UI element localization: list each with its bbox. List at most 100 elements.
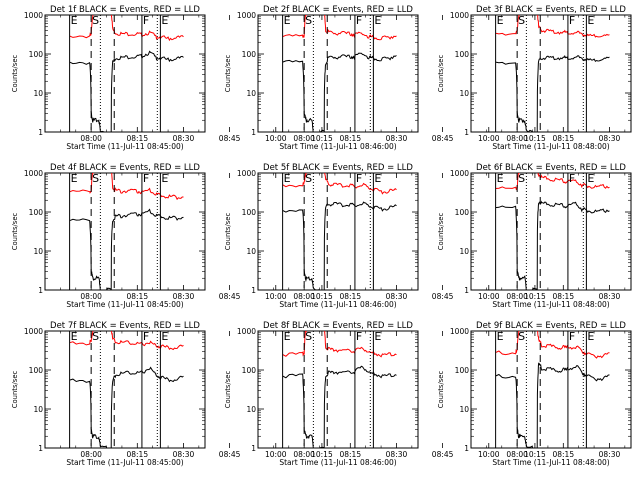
marker-label: F <box>569 330 575 343</box>
panel-2: Det 2f BLACK = Events, RED = LLD 1 10 100 10… <box>224 5 546 151</box>
marker-label: S <box>305 330 312 343</box>
x-tick-label: 08:30 <box>386 292 408 301</box>
marker-label: E <box>374 172 381 185</box>
series-line-events <box>495 362 610 448</box>
y-tick-label: 1000 <box>450 11 469 20</box>
marker-label: F <box>569 14 575 27</box>
marker-label: S <box>92 330 99 343</box>
x-tick-label: 08:00 <box>293 292 315 301</box>
y-tick-label: 1000 <box>24 11 43 20</box>
marker-label: E <box>497 14 504 27</box>
series-line-lld <box>69 173 184 201</box>
y-tick-label: 1000 <box>450 327 469 336</box>
x-tick-label: 08:30 <box>599 450 621 459</box>
marker-label: S <box>518 330 525 343</box>
series-line-events <box>282 365 397 448</box>
plot-frame <box>470 330 632 449</box>
y-tick-label: 1 <box>251 286 256 295</box>
plot-frame <box>257 330 419 449</box>
y-axis-label: Counts/sec <box>437 213 445 251</box>
marker-label: E <box>71 14 78 27</box>
x-tick-label: 10:00 <box>478 292 500 301</box>
marker-label: E <box>374 14 381 27</box>
y-tick-label: 1 <box>38 286 43 295</box>
y-tick-label: 1 <box>251 128 256 137</box>
panel-title: Det 4f BLACK = Events, RED = LLD <box>50 163 200 173</box>
x-tick-label: 08:30 <box>599 134 621 143</box>
panel-title: Det 9f BLACK = Events, RED = LLD <box>476 321 626 331</box>
plot-frame <box>470 14 632 133</box>
y-tick-label: 1000 <box>237 11 256 20</box>
panel-title: Det 1f BLACK = Events, RED = LLD <box>50 5 200 15</box>
plot-frame <box>44 330 206 449</box>
x-tick-label: 08:45 <box>432 450 454 459</box>
x-tick-label: 08:45 <box>432 292 454 301</box>
series-group <box>282 15 397 132</box>
marker-label: F <box>356 14 362 27</box>
plot-frame <box>470 172 632 291</box>
series-group <box>495 173 610 290</box>
x-tick-label: 08:30 <box>386 134 408 143</box>
marker-label: E <box>161 172 168 185</box>
y-tick-label: 10 <box>246 247 256 256</box>
x-tick-label: 10:00 <box>265 450 287 459</box>
marker-label: F <box>143 330 149 343</box>
series-line-events <box>69 208 184 290</box>
x-tick-label: 08:00 <box>506 134 528 143</box>
y-tick-label: 10 <box>459 247 469 256</box>
y-tick-label: 100 <box>29 208 44 217</box>
y-tick-label: 100 <box>29 366 44 375</box>
x-tick-label: 08:00 <box>80 450 102 459</box>
series-group <box>69 15 184 132</box>
x-tick-label: 08:30 <box>173 450 195 459</box>
panel-8: Det 8f BLACK = Events, RED = LLD11010010… <box>224 321 546 467</box>
y-tick-label: 1 <box>251 444 256 453</box>
y-axis-label: Counts/sec <box>224 55 232 93</box>
series-line-lld <box>495 173 610 191</box>
panel-4: Det 4f BLACK = Events, RED = LLD11010010… <box>11 163 333 309</box>
x-tick-label: 10:00 <box>478 450 500 459</box>
y-tick-label: 10 <box>246 89 256 98</box>
y-axis-label: Counts/sec <box>11 213 19 251</box>
series-line-events <box>69 366 184 448</box>
y-tick-label: 10 <box>246 405 256 414</box>
y-tick-label: 100 <box>242 208 257 217</box>
marker-label: F <box>143 14 149 27</box>
x-tick-label: 08:45 <box>219 292 241 301</box>
panel-title: Det 7f BLACK = Events, RED = LLD <box>50 321 200 331</box>
marker-label: E <box>587 14 594 27</box>
x-tick-label: 08:45 <box>432 134 454 143</box>
y-tick-label: 100 <box>455 208 470 217</box>
x-tick-label: 08:30 <box>386 450 408 459</box>
x-axis-label: Start Time (11-Jul-11 08:45:00) <box>66 142 183 151</box>
y-tick-label: 100 <box>455 50 470 59</box>
x-tick-label: 08:30 <box>173 292 195 301</box>
y-axis-label: Counts/sec <box>11 371 19 409</box>
y-tick-label: 1000 <box>24 327 43 336</box>
series-group <box>69 331 184 448</box>
x-tick-label: 08:00 <box>506 450 528 459</box>
marker-label: E <box>587 172 594 185</box>
y-tick-label: 1 <box>464 444 469 453</box>
y-tick-label: 10 <box>459 405 469 414</box>
x-axis-label: Start Time (11-Jul-11 08:45:00) <box>66 458 183 467</box>
x-tick-label: 08:15 <box>552 450 574 459</box>
marker-label: E <box>161 330 168 343</box>
panel-title: Det 2f BLACK = Events, RED = LLD <box>263 5 413 15</box>
series-line-lld <box>282 173 397 195</box>
y-tick-label: 1 <box>38 128 43 137</box>
x-axis-label: Start Time (11-Jul-11 08:46:00) <box>279 300 396 309</box>
y-tick-label: 1000 <box>450 169 469 178</box>
x-tick-label: 08:00 <box>80 134 102 143</box>
series-line-events <box>282 201 397 290</box>
marker-label: E <box>284 172 291 185</box>
y-tick-label: 10 <box>33 89 43 98</box>
series-group <box>495 15 610 132</box>
plot-frame <box>44 172 206 291</box>
series-line-lld <box>282 15 397 41</box>
series-line-lld <box>495 331 610 359</box>
x-tick-label: 08:15 <box>339 134 361 143</box>
x-tick-label: 08:00 <box>293 450 315 459</box>
y-tick-label: 100 <box>29 50 44 59</box>
